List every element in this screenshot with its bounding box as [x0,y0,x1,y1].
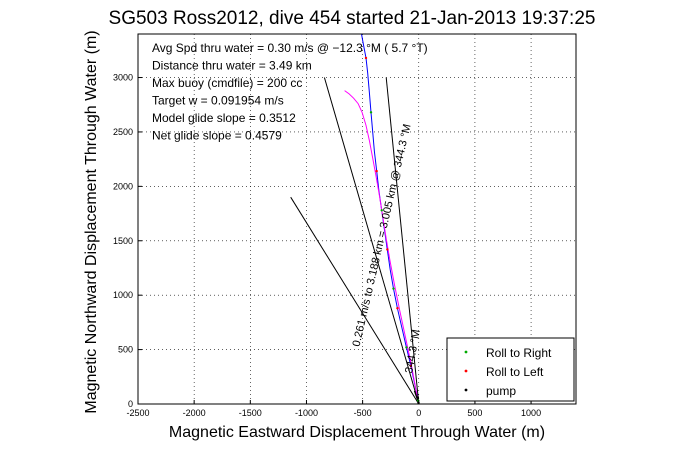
legend-label: Roll to Left [486,365,544,379]
x-tick-label: -1000 [295,408,318,418]
marker-2-1 [416,396,420,399]
marker-0-4 [369,111,373,114]
annotation-line: Model glide slope = 0.3512 [152,111,296,125]
x-axis-label: Magnetic Eastward Displacement Through W… [169,424,545,441]
y-tick-label: 1000 [113,290,133,300]
marker-1-4 [364,56,368,60]
legend: Roll to Right Roll to Left pump [446,337,575,402]
y-tick-label: 2000 [113,181,133,191]
x-tick-label: 1000 [521,408,541,418]
series-line-1 [344,90,419,405]
series-layer [290,33,420,405]
annotation-line: Target w = 0.091954 m/s [152,94,284,108]
marker-0-3 [380,209,383,212]
marker-0-2 [392,287,395,290]
axis-ticks: -2500 -2000 -1500 -1000 -500 0 500 1000 0 500 1000… [113,73,541,418]
legend-box [446,337,575,402]
series-line-3 [323,77,420,405]
chart-title: SG503 Ross2012, dive 454 started 21-Jan-… [109,8,596,29]
y-tick-label: 0 [128,399,133,409]
marker-1-2 [386,248,389,251]
x-tick-label: -1500 [239,408,262,418]
annotation-line: Max buoy (cmdfile) = 200 cc [152,76,302,90]
marker-1-0 [409,364,413,368]
annotation-line: Net glide slope = 0.4579 [152,129,282,143]
x-tick-label: -500 [354,408,372,418]
series-line-4 [385,77,420,405]
x-tick-label: -2000 [183,408,206,418]
legend-label: Roll to Right [486,346,552,360]
x-tick-label: -2500 [126,408,149,418]
y-tick-label: 3000 [113,73,133,83]
annotation-block: Avg Spd thru water = 0.30 m/s @ −12.3 °M… [152,41,428,143]
legend-marker [464,388,468,392]
x-tick-label: 0 [416,408,421,418]
legend-marker [464,350,468,354]
y-axis-label: Magnetic Northward Displacement Through … [83,30,100,413]
legend-marker [464,369,468,373]
x-tick-label: 500 [467,408,482,418]
annotation-line: Distance thru water = 3.49 km [152,59,312,73]
y-tick-label: 1500 [113,236,133,246]
marker-1-3 [375,169,378,173]
series-line-2 [290,196,420,405]
marker-0-1 [405,346,408,349]
marker-1-1 [396,307,399,310]
y-tick-label: 2500 [113,127,133,137]
legend-label: pump [486,384,516,398]
axes-box [137,33,577,405]
annotation-line: Avg Spd thru water = 0.30 m/s @ −12.3 °M… [152,41,428,55]
y-tick-label: 500 [118,345,133,355]
